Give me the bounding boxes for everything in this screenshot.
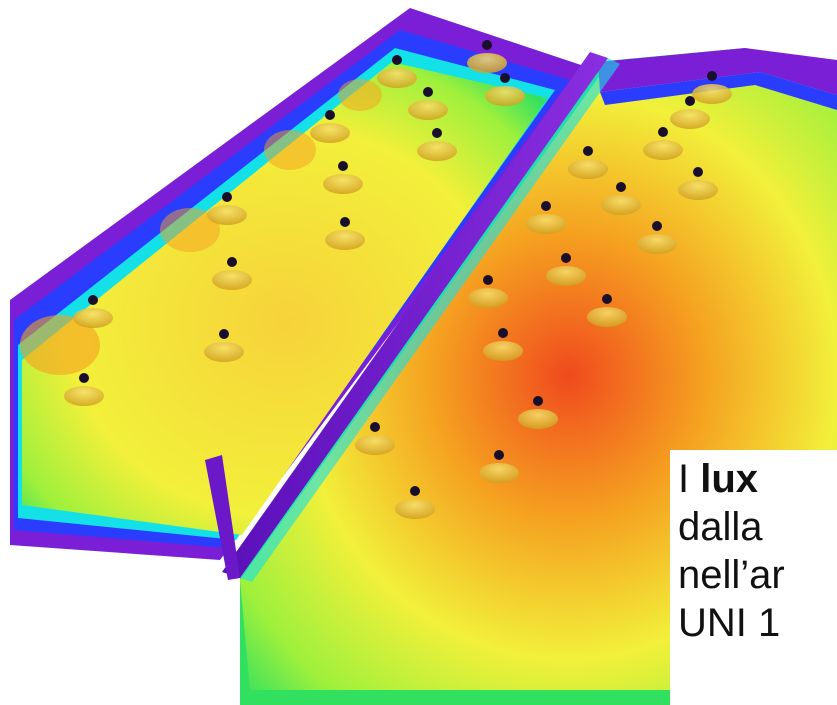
- caption-background: [670, 450, 837, 705]
- luminaire-cone: [417, 141, 457, 161]
- caption-line-2: dalla: [678, 505, 763, 549]
- luminaire-cone: [325, 230, 365, 250]
- luminaire-dot: [498, 328, 508, 338]
- luminaire-dot: [340, 217, 350, 227]
- caption-word-1: I: [678, 457, 690, 501]
- luminaire-cone: [204, 342, 244, 362]
- luminaire-dot: [494, 450, 504, 460]
- luminaire-cone: [485, 86, 525, 106]
- luminaire-dot: [693, 167, 703, 177]
- luminaire-dot: [325, 110, 335, 120]
- luminaire-dot: [707, 71, 717, 81]
- luminaire-dot: [616, 182, 626, 192]
- luminaire-dot: [541, 201, 551, 211]
- luminaire-cone: [692, 84, 732, 104]
- luminaire-cone: [73, 308, 113, 328]
- luminaire-cone: [395, 499, 435, 519]
- luminaire-dot: [432, 128, 442, 138]
- caption-word-lux: lux: [700, 457, 759, 501]
- luminaire-cone: [483, 341, 523, 361]
- caption-line-4: UNI 1: [678, 601, 781, 645]
- luminaire-dot: [561, 253, 571, 263]
- luminaire-dot: [658, 127, 668, 137]
- luminaire-dot: [652, 221, 662, 231]
- luminaire-cone: [212, 270, 252, 290]
- luminaire-cone: [207, 205, 247, 225]
- luminaire-cone: [526, 214, 566, 234]
- luminaire-cone: [637, 234, 677, 254]
- luminaire-dot: [423, 87, 433, 97]
- luminaire-dot: [222, 192, 232, 202]
- caption-line-1: I lux: [678, 455, 837, 503]
- luminaire-cone: [468, 288, 508, 308]
- luminaires: [64, 40, 732, 519]
- luminaire-dot: [392, 55, 402, 65]
- luminaire-cone: [310, 123, 350, 143]
- caption-line-3: nell’ar: [678, 553, 785, 597]
- luminaire-dot: [482, 40, 492, 50]
- luminaire-cone: [568, 159, 608, 179]
- luminaire-dot: [338, 161, 348, 171]
- luminaire-cone: [546, 266, 586, 286]
- luminaire-cone: [323, 174, 363, 194]
- luminaire-dot: [227, 257, 237, 267]
- luminaire-cone: [479, 463, 519, 483]
- luminaire-cone: [467, 53, 507, 73]
- luminaire-dot: [685, 96, 695, 106]
- luminaire-dot: [533, 396, 543, 406]
- luminaire-cone: [408, 100, 448, 120]
- luminaire-cone: [377, 68, 417, 88]
- luminaire-dot: [219, 329, 229, 339]
- luminaire-dot: [583, 146, 593, 156]
- partition-wall: [205, 52, 620, 582]
- caption-text: I lux dalla nell’ar UNI 1: [678, 455, 837, 647]
- luminaire-dot: [88, 295, 98, 305]
- luminaire-cone: [587, 307, 627, 327]
- luminaire-dot: [410, 486, 420, 496]
- luminaire-dot: [370, 422, 380, 432]
- luminaire-dot: [79, 373, 89, 383]
- luminaire-cone: [670, 109, 710, 129]
- luminaire-dot: [483, 275, 493, 285]
- luminaire-cone: [678, 180, 718, 200]
- luminaire-dot: [602, 294, 612, 304]
- luminaire-cone: [601, 195, 641, 215]
- luminaire-cone: [643, 140, 683, 160]
- luminaire-dot: [500, 73, 510, 83]
- luminaire-cone: [355, 435, 395, 455]
- luminaire-cone: [64, 386, 104, 406]
- luminaire-cone: [518, 409, 558, 429]
